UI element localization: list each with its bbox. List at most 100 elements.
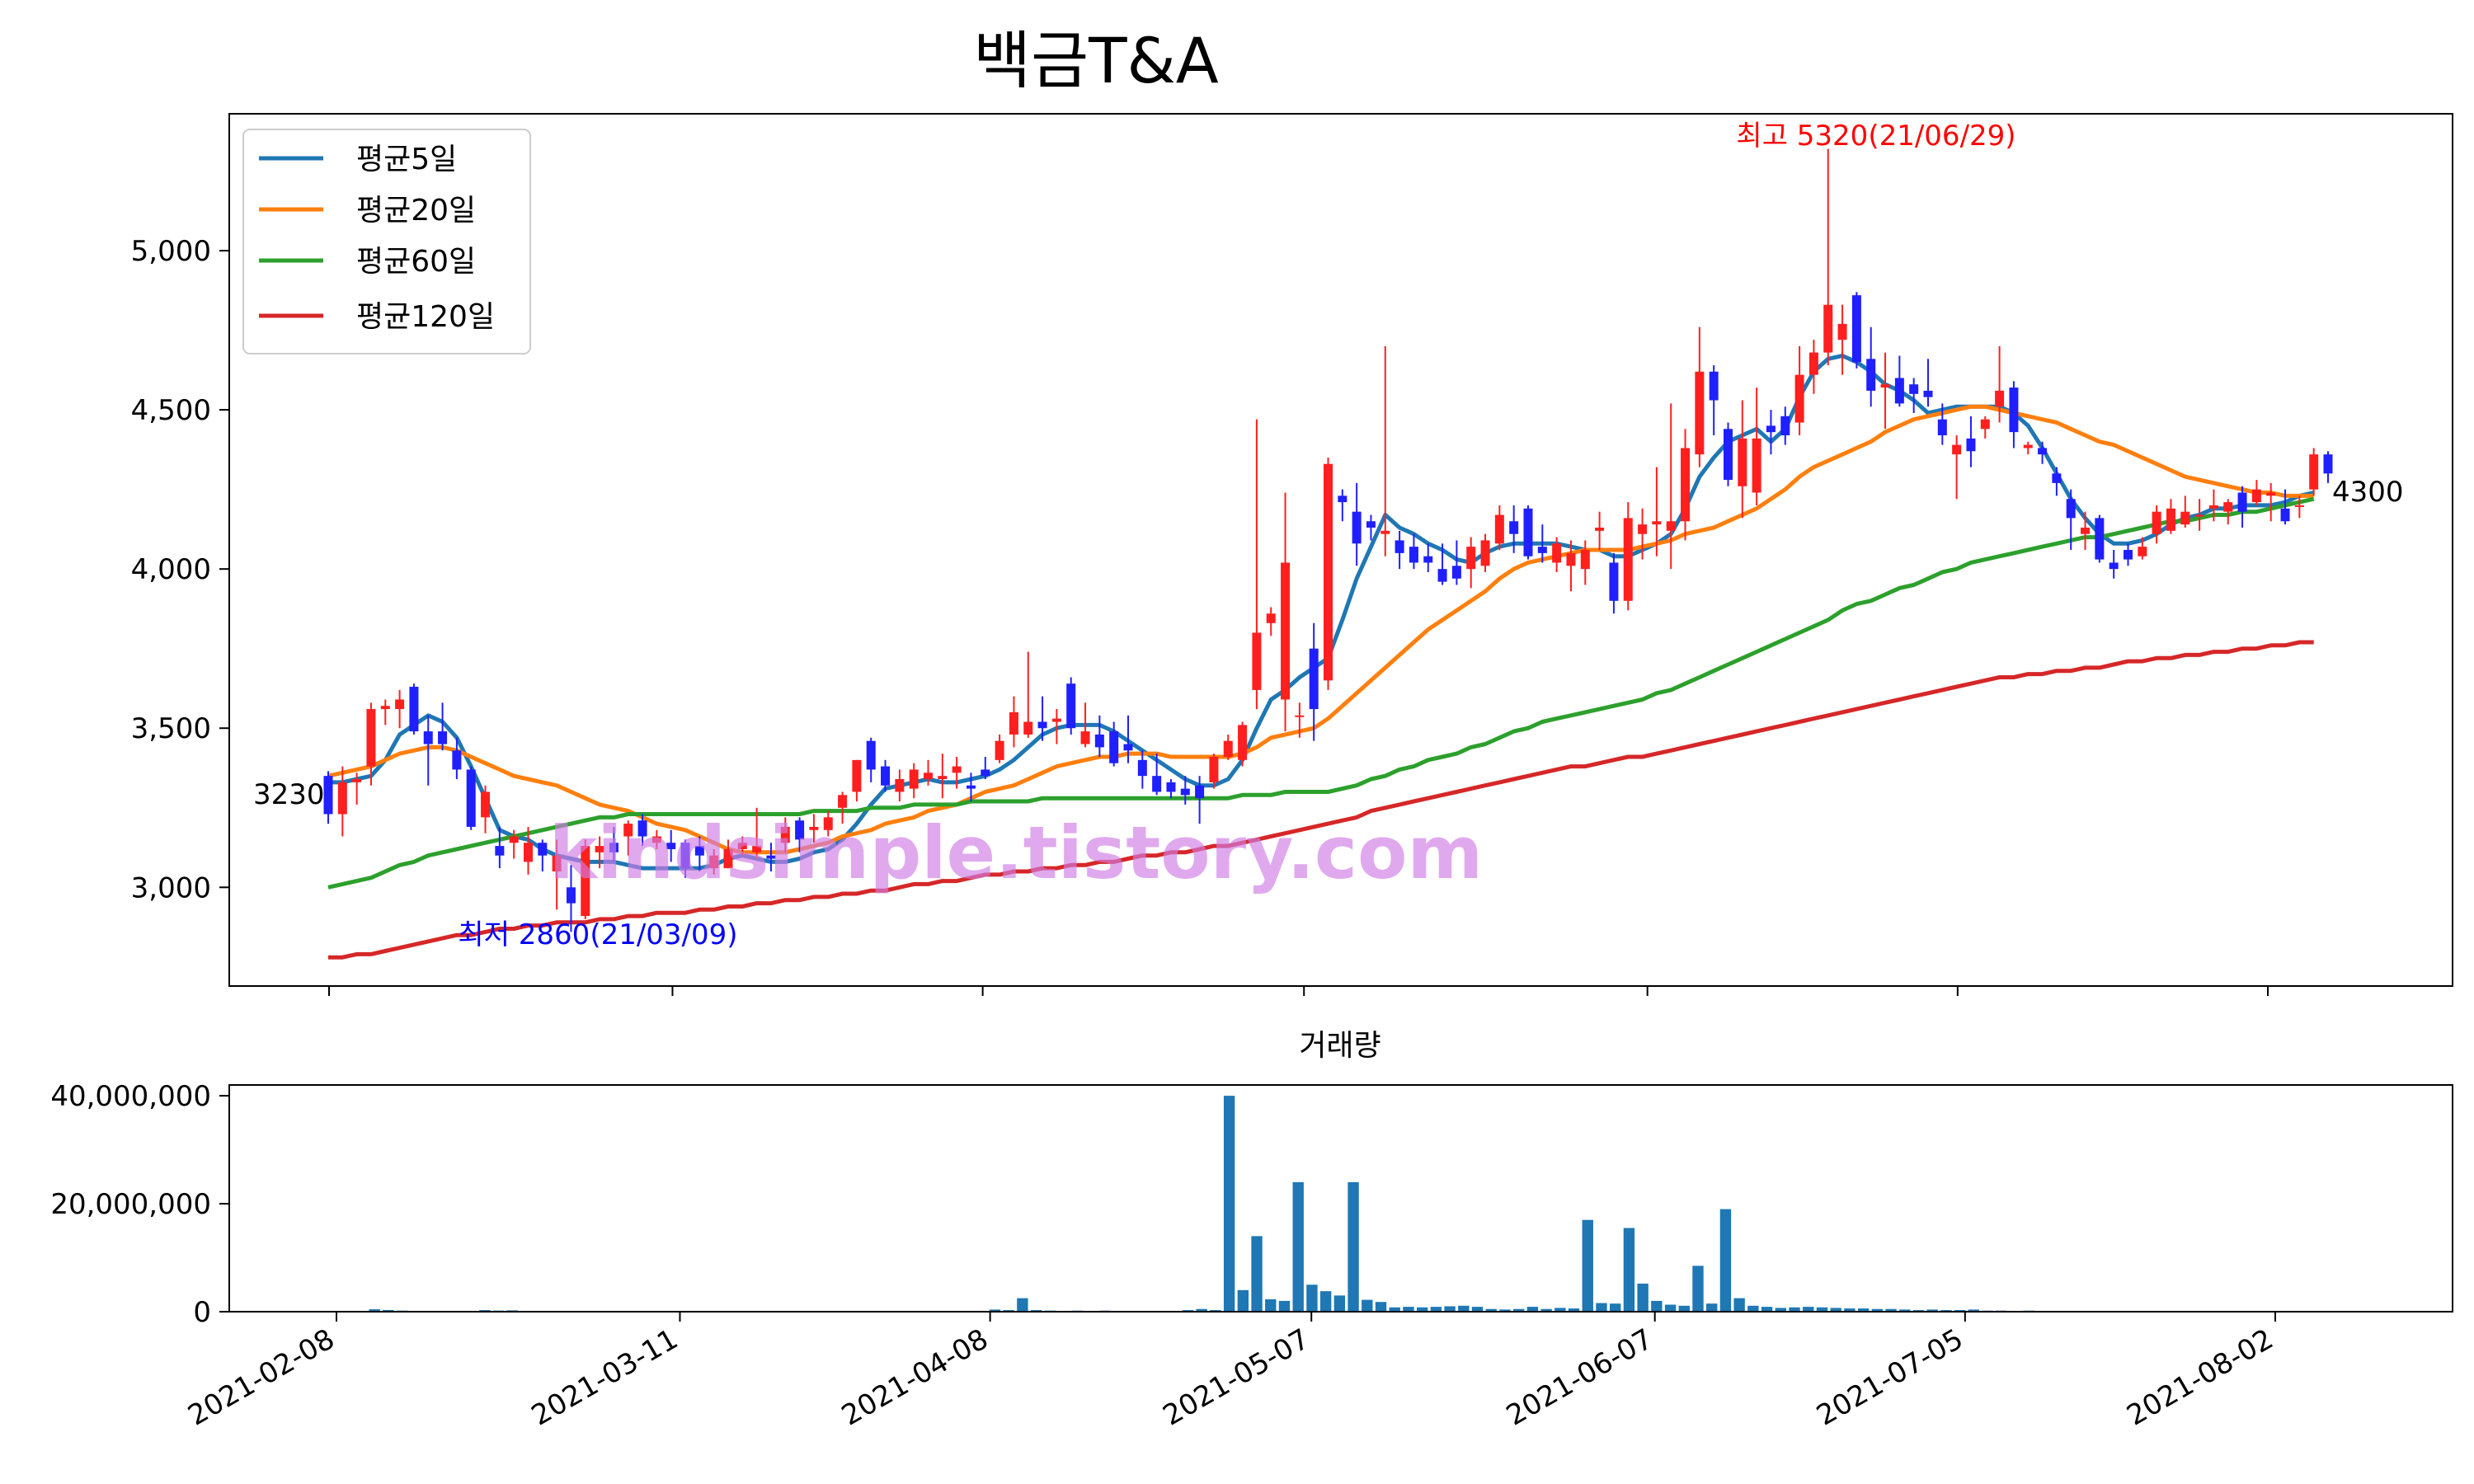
volume-bar xyxy=(1885,1308,1897,1312)
candle xyxy=(409,683,419,735)
candle xyxy=(595,836,604,869)
volume-bar xyxy=(1306,1284,1318,1312)
candle-body xyxy=(2038,448,2048,455)
volume-chart-title: 거래량 xyxy=(1299,1029,1380,1063)
candle-body xyxy=(1695,371,1705,455)
candle xyxy=(1537,524,1547,563)
candle xyxy=(1494,505,1504,550)
candle xyxy=(323,771,333,824)
candle xyxy=(2180,495,2190,528)
candle-body xyxy=(1980,419,1990,430)
candle-body xyxy=(1566,552,1576,566)
candle-body xyxy=(1166,782,1176,792)
candle-body xyxy=(766,855,776,859)
candle-body xyxy=(1109,731,1119,763)
candle-body xyxy=(2138,547,2147,556)
candle xyxy=(809,814,819,843)
candle xyxy=(1909,378,1919,413)
candle-body xyxy=(524,843,533,862)
candle-body xyxy=(2194,514,2204,517)
price-y-tick-label: 3,500 xyxy=(131,712,211,745)
candle-body xyxy=(1195,785,1205,799)
volume-bar xyxy=(1540,1308,1552,1312)
candle xyxy=(1995,345,2005,423)
candle-body xyxy=(409,687,419,732)
candle xyxy=(1209,754,1219,789)
candle-body xyxy=(2208,505,2218,509)
candle-body xyxy=(1595,527,1605,531)
candle-body xyxy=(795,820,805,840)
volume-bar xyxy=(1223,1096,1235,1312)
candle-body xyxy=(938,776,948,780)
candle xyxy=(1609,552,1619,614)
moving-average-lines xyxy=(327,354,2315,960)
volume-bar xyxy=(1678,1305,1690,1312)
candle xyxy=(1966,416,1976,467)
candle-body xyxy=(566,887,576,904)
candle-body xyxy=(666,843,676,849)
candle xyxy=(1851,292,1861,369)
candle xyxy=(380,699,390,726)
candle xyxy=(1094,715,1104,757)
candle-body xyxy=(838,795,848,808)
candle xyxy=(395,689,405,729)
candle-body xyxy=(1380,530,1390,534)
legend: 평균5일 평균20일 평균60일 평균120일 xyxy=(242,129,531,355)
volume-bar xyxy=(1292,1181,1304,1312)
candle xyxy=(2309,448,2319,496)
volume-bar xyxy=(1196,1308,1207,1312)
volume-y-tick-label: 20,000,000 xyxy=(50,1188,211,1221)
candle-body xyxy=(709,855,719,869)
candle xyxy=(1638,508,1648,560)
candle-body xyxy=(1324,463,1333,681)
candle-body xyxy=(852,759,862,792)
candle-body xyxy=(1509,521,1519,534)
candle xyxy=(651,829,661,849)
candle-body xyxy=(1066,683,1076,729)
candle xyxy=(1823,148,1833,366)
candle xyxy=(2237,486,2247,528)
volume-bar xyxy=(1017,1298,1028,1312)
candle-body xyxy=(423,731,433,744)
volume-bar xyxy=(1871,1308,1884,1312)
volume-bar xyxy=(1430,1307,1442,1312)
candle-body xyxy=(366,709,376,767)
candle xyxy=(1780,406,1790,445)
candle xyxy=(2223,499,2233,525)
candle-body xyxy=(909,769,919,789)
candle-body xyxy=(1709,371,1719,401)
candle-body xyxy=(2180,511,2190,525)
series-line-평균120일 xyxy=(328,640,2314,960)
volume-bar xyxy=(1512,1308,1525,1312)
volume-bar xyxy=(1623,1228,1635,1312)
candle-body xyxy=(1966,438,1976,452)
price-axis-ticks: 3,000 3,500 4,000 4,500 5,000 xyxy=(131,235,2269,996)
legend-label-ma120: 평균120일 xyxy=(356,300,495,334)
volume-bar xyxy=(1403,1307,1414,1312)
volume-axis-ticks: 0 20,000,000 40,000,000 xyxy=(50,1080,229,1329)
volume-bar xyxy=(1706,1303,1718,1312)
candle-body xyxy=(1494,514,1504,544)
candle-body xyxy=(1466,547,1476,570)
candle-body xyxy=(1123,744,1133,751)
volume-bar xyxy=(383,1309,394,1312)
legend-label-ma60: 평균60일 xyxy=(356,245,476,279)
volume-bar xyxy=(1803,1307,1814,1312)
candle xyxy=(1738,400,1747,519)
candle-body xyxy=(2309,454,2319,490)
candle-body xyxy=(1480,540,1490,566)
candle-body xyxy=(1338,495,1348,503)
candle-body xyxy=(1552,543,1562,563)
candle-body xyxy=(1823,304,1833,353)
candle xyxy=(938,754,948,799)
candle xyxy=(623,820,633,856)
candle xyxy=(1595,511,1605,550)
volume-bar xyxy=(1389,1307,1400,1312)
watermark-text: kindsimple.tistory.com xyxy=(549,810,1483,895)
volume-bar xyxy=(1265,1298,1277,1312)
candle xyxy=(966,773,976,802)
volume-bar xyxy=(1844,1308,1856,1312)
candle xyxy=(1937,403,1947,445)
candle-body xyxy=(1266,613,1276,623)
